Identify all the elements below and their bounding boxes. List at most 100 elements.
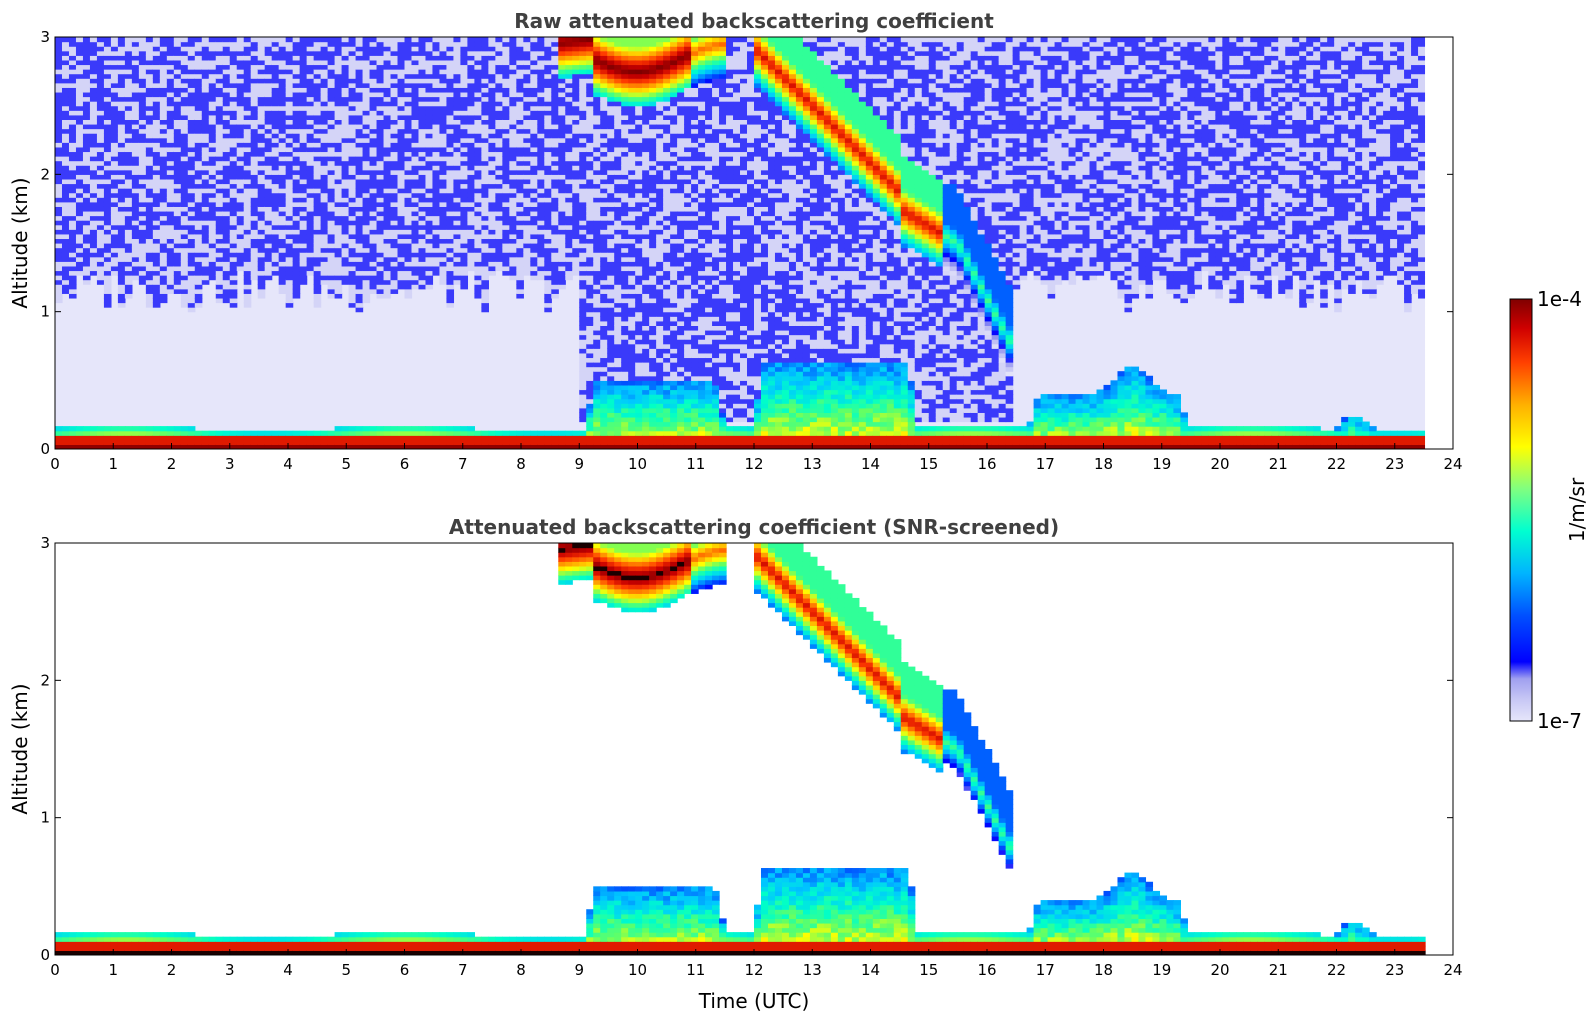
heatmap-cell — [509, 169, 517, 175]
heatmap-cell — [516, 78, 524, 84]
heatmap-cell — [488, 41, 496, 47]
heatmap-cell — [292, 439, 301, 446]
heatmap-cell — [215, 110, 224, 116]
heatmap-cell — [236, 188, 245, 194]
heatmap-cell — [166, 73, 175, 79]
heatmap-cell — [502, 64, 510, 70]
heatmap-cell — [103, 165, 112, 171]
heatmap-cell — [509, 275, 517, 281]
heatmap-cell — [89, 119, 98, 125]
heatmap-cell — [558, 105, 566, 111]
heatmap-cell — [285, 210, 294, 217]
heatmap-cell — [208, 119, 217, 125]
heatmap-cell — [509, 165, 517, 171]
heatmap-cell — [551, 215, 559, 221]
heatmap-cell — [579, 78, 587, 84]
heatmap-cell — [117, 146, 126, 153]
heatmap-cell — [593, 394, 601, 400]
heatmap-cell — [82, 206, 91, 212]
heatmap-cell — [432, 183, 441, 189]
heatmap-cell — [418, 110, 427, 116]
heatmap-cell — [208, 233, 217, 240]
heatmap-cell — [243, 156, 252, 162]
heatmap-cell — [320, 444, 329, 449]
heatmap-cell — [523, 151, 531, 157]
heatmap-cell — [600, 307, 608, 313]
heatmap-cell — [145, 46, 154, 52]
heatmap-cell — [565, 123, 573, 130]
heatmap-cell — [68, 146, 77, 153]
heatmap-cell — [327, 73, 336, 79]
heatmap-cell — [201, 201, 210, 207]
heatmap-cell — [75, 156, 84, 162]
heatmap-cell — [89, 87, 98, 93]
heatmap-cell — [103, 220, 112, 226]
heatmap-cell — [299, 206, 308, 212]
heatmap-cell — [215, 270, 224, 276]
heatmap-cell — [453, 128, 462, 134]
heatmap-cell — [607, 137, 615, 143]
heatmap-cell — [250, 224, 259, 230]
heatmap-cell — [173, 41, 182, 47]
heatmap-cell — [607, 55, 615, 61]
heatmap-cell — [467, 110, 475, 116]
heatmap-cell — [264, 233, 273, 240]
heatmap-cell — [579, 297, 587, 304]
heatmap-cell — [194, 114, 203, 120]
heatmap-cell — [488, 210, 496, 217]
heatmap-cell — [411, 247, 420, 253]
heatmap-cell — [75, 252, 84, 258]
heatmap-cell — [292, 444, 301, 449]
heatmap-cell — [285, 50, 294, 56]
heatmap-cell — [355, 206, 364, 212]
heatmap-cell — [145, 37, 154, 43]
heatmap-cell — [453, 105, 462, 111]
heatmap-cell — [68, 265, 77, 272]
heatmap-cell — [516, 215, 524, 221]
heatmap-cell — [383, 156, 392, 162]
heatmap-cell — [75, 73, 84, 79]
heatmap-cell — [516, 69, 524, 75]
heatmap-cell — [418, 210, 427, 217]
heatmap-cell — [145, 142, 154, 148]
heatmap-cell — [229, 302, 238, 308]
heatmap-cell — [411, 444, 420, 449]
heatmap-cell — [607, 105, 615, 111]
heatmap-cell — [320, 430, 329, 436]
heatmap-cell — [173, 288, 182, 294]
heatmap-cell — [250, 174, 259, 180]
heatmap-cell — [502, 59, 510, 66]
heatmap-cell — [411, 137, 420, 143]
heatmap-cell — [453, 151, 462, 157]
heatmap-cell — [173, 110, 182, 116]
heatmap-cell — [61, 178, 70, 185]
heatmap-cell — [166, 238, 175, 244]
heatmap-cell — [320, 224, 329, 230]
heatmap-cell — [516, 156, 524, 162]
heatmap-cell — [544, 233, 552, 240]
heatmap-cell — [404, 78, 413, 84]
heatmap-cell — [103, 270, 112, 276]
heatmap-cell — [334, 210, 343, 217]
heatmap-cell — [215, 293, 224, 299]
heatmap-cell — [355, 439, 364, 446]
heatmap-cell — [117, 160, 126, 166]
heatmap-cell — [404, 128, 413, 134]
heatmap-cell — [369, 430, 378, 436]
heatmap-cell — [467, 224, 475, 230]
heatmap-cell — [103, 233, 112, 240]
heatmap-cell — [607, 73, 615, 79]
heatmap-cell — [75, 165, 84, 171]
heatmap-cell — [131, 78, 140, 84]
heatmap-cell — [558, 69, 566, 75]
heatmap-cell — [271, 435, 280, 441]
heatmap-cell — [432, 114, 441, 120]
heatmap-cell — [397, 252, 406, 258]
heatmap-cell — [537, 169, 545, 175]
heatmap-cell — [229, 101, 238, 107]
heatmap-cell — [257, 114, 266, 120]
heatmap-cell — [593, 362, 601, 368]
heatmap-cell — [138, 206, 147, 212]
heatmap-cell — [187, 101, 196, 107]
heatmap-cell — [75, 178, 84, 185]
